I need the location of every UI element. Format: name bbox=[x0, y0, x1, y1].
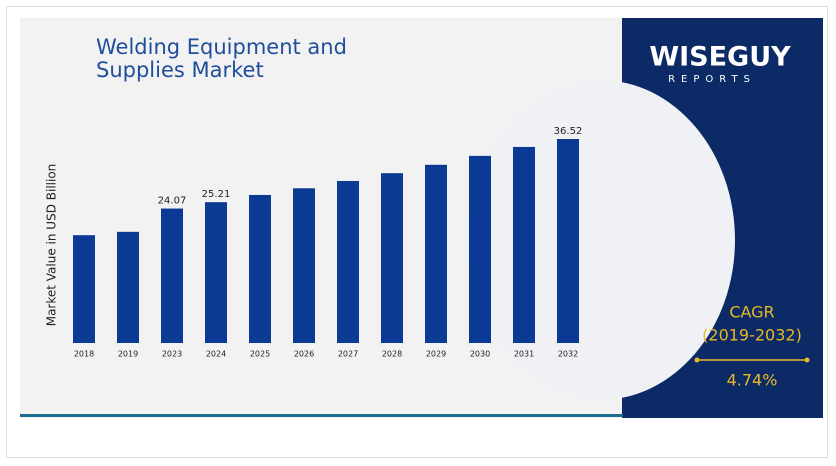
x-tick-label: 2019 bbox=[118, 350, 138, 359]
x-tick-label: 2031 bbox=[514, 350, 534, 359]
bar bbox=[337, 181, 359, 343]
bar bbox=[293, 188, 315, 343]
cagr-value: 4.74% bbox=[727, 371, 778, 390]
x-tick-label: 2025 bbox=[250, 350, 270, 359]
bar bbox=[161, 209, 183, 343]
head-shape bbox=[465, 80, 735, 400]
x-tick-label: 2024 bbox=[206, 350, 226, 359]
logo-tagline: REPORTS bbox=[668, 74, 756, 85]
bar bbox=[513, 147, 535, 343]
y-axis-label: Market Value in USD Billion bbox=[45, 164, 59, 327]
data-label: 36.52 bbox=[554, 126, 583, 137]
x-tick-label: 2027 bbox=[338, 350, 358, 359]
x-tick-label: 2028 bbox=[382, 350, 402, 359]
bar bbox=[73, 235, 95, 343]
x-tick-label: 2018 bbox=[74, 350, 94, 359]
x-tick-label: 2029 bbox=[426, 350, 446, 359]
cagr-dot bbox=[805, 358, 810, 363]
x-tick-label: 2032 bbox=[558, 350, 578, 359]
data-label: 25.21 bbox=[202, 189, 231, 200]
bottom-rule bbox=[20, 414, 623, 417]
bar bbox=[205, 202, 227, 343]
bar bbox=[381, 173, 403, 343]
bar bbox=[557, 139, 579, 343]
x-tick-label: 2026 bbox=[294, 350, 314, 359]
x-tick-label: 2030 bbox=[470, 350, 490, 359]
cagr-period: (2019-2032) bbox=[702, 326, 802, 345]
bar bbox=[469, 156, 491, 343]
chart-title: Welding Equipment and Supplies Market bbox=[96, 36, 426, 82]
page: WISEGUY REPORTS CAGR (2019-2032) 4.74% M… bbox=[0, 0, 836, 466]
cagr-label: CAGR bbox=[729, 303, 774, 322]
data-label: 24.07 bbox=[158, 196, 187, 207]
logo-name: WISEGUY bbox=[649, 42, 791, 73]
bar bbox=[249, 195, 271, 343]
bar bbox=[425, 165, 447, 343]
x-tick-label: 2023 bbox=[162, 350, 182, 359]
bar bbox=[117, 232, 139, 343]
cagr-dot bbox=[695, 358, 700, 363]
